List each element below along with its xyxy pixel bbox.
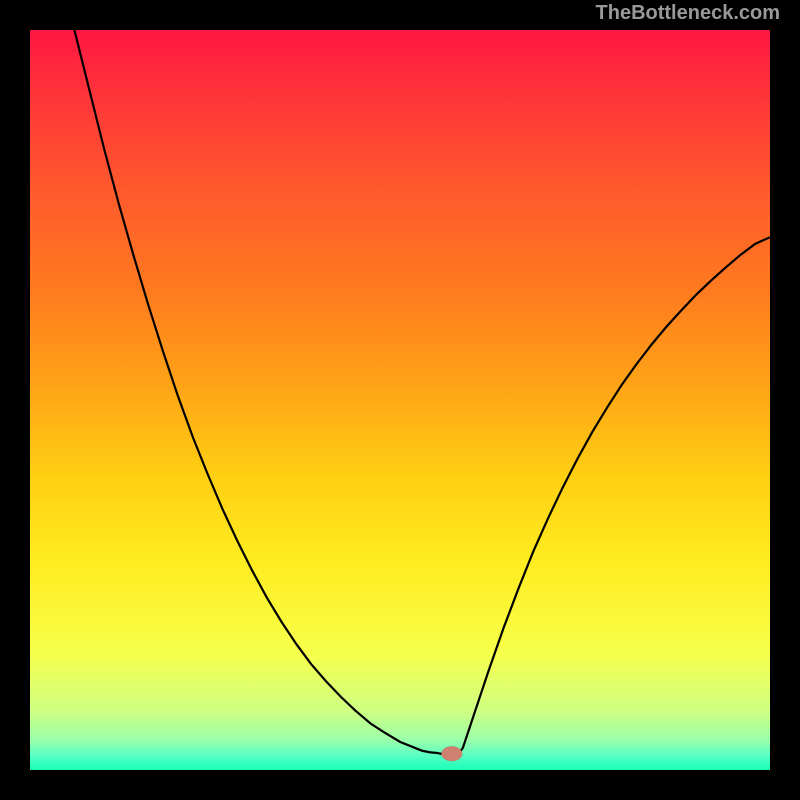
watermark-text: TheBottleneck.com	[596, 2, 780, 25]
bottleneck-chart	[30, 30, 770, 770]
optimum-marker	[441, 746, 462, 761]
chart-background	[30, 30, 770, 770]
